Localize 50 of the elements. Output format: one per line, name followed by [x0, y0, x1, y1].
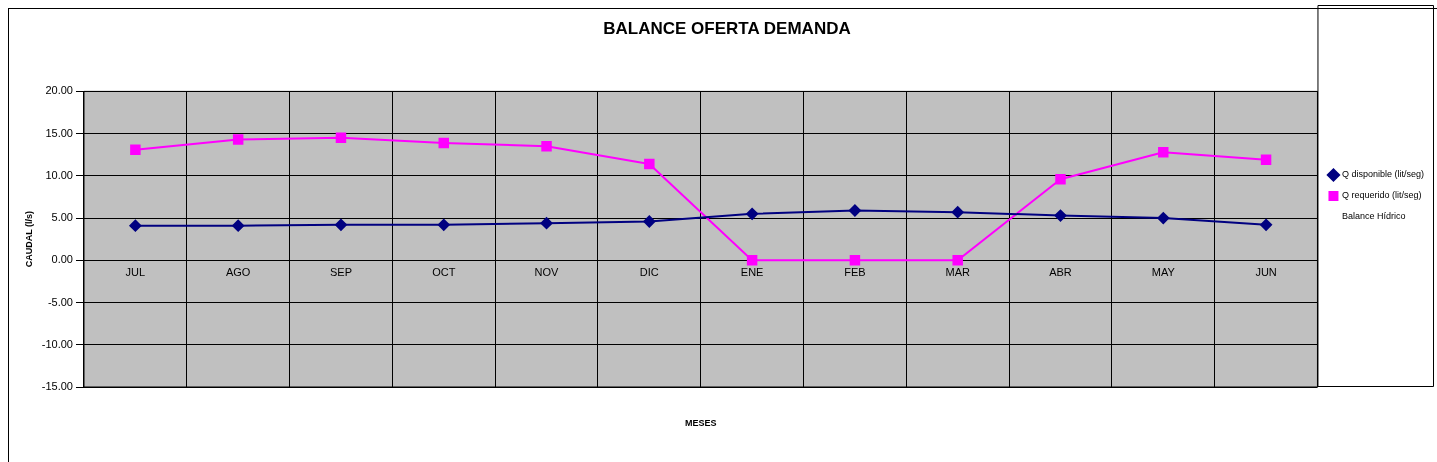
- x-tick-label: JUN: [1255, 265, 1277, 278]
- x-tick-label: OCT: [432, 265, 456, 278]
- text: Balance Hídrico: [1341, 211, 1406, 222]
- y-tick-label: 20.00: [45, 84, 73, 97]
- point: [232, 134, 244, 145]
- x-tick-label: AGO: [225, 265, 251, 278]
- point: [130, 144, 141, 155]
- x-tick-label: FEB: [844, 265, 866, 278]
- point: [952, 255, 963, 266]
- point: [334, 218, 347, 231]
- y-tick-label: 0.00: [51, 253, 73, 266]
- point: [644, 158, 655, 170]
- point: [129, 219, 142, 232]
- chart-title: BALANCE OFERTA DEMANDA: [603, 18, 851, 38]
- point: [1054, 209, 1067, 222]
- point: [541, 141, 552, 152]
- x-tick-label: SEP: [329, 265, 352, 278]
- x-tick-label: DIC: [639, 265, 659, 278]
- x-tick-label: NOV: [534, 265, 560, 278]
- point: [1260, 218, 1273, 231]
- point: [746, 255, 758, 266]
- point: [848, 204, 861, 217]
- point: [1158, 146, 1169, 158]
- y-tick-label: 10.00: [45, 168, 73, 181]
- point: [540, 217, 553, 230]
- point: [232, 219, 245, 232]
- point: [437, 218, 450, 231]
- x-tick-label: ABR: [1049, 265, 1072, 278]
- point: [951, 206, 964, 219]
- point: [1055, 173, 1066, 185]
- point: [335, 132, 347, 144]
- x-axis-title: MESES: [684, 418, 717, 428]
- y-tick-label: -10.00: [41, 337, 73, 350]
- point: [746, 207, 759, 220]
- point: [1157, 212, 1170, 225]
- x-tick-label: ENE: [740, 265, 764, 278]
- point: [849, 255, 861, 266]
- y-tick-label: 15.00: [45, 126, 73, 139]
- legend-label: Q disponible (lit/seg): [1341, 169, 1425, 180]
- y-axis-title: CAUDAL (l/s): [23, 211, 34, 268]
- x-tick-label: MAR: [945, 265, 970, 278]
- point: [438, 137, 449, 149]
- point: [643, 215, 656, 228]
- y-tick-label: -15.00: [41, 380, 73, 393]
- point: [1260, 154, 1272, 166]
- legend-label: Q requerido (lit/seg): [1341, 190, 1422, 201]
- x-tick-label: JUL: [125, 265, 146, 278]
- x-tick-label: MAY: [1151, 265, 1176, 278]
- y-tick-label: 5.00: [51, 211, 73, 224]
- y-tick-label: -5.00: [47, 295, 73, 308]
